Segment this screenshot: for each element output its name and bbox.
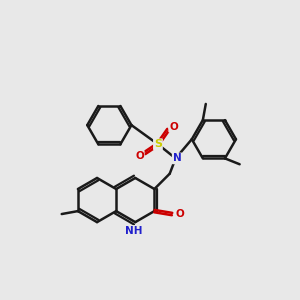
Text: S: S	[154, 139, 162, 149]
Text: O: O	[169, 122, 178, 132]
Text: N: N	[173, 153, 182, 164]
Text: O: O	[135, 151, 144, 161]
Text: O: O	[176, 209, 185, 219]
Text: NH: NH	[125, 226, 142, 236]
